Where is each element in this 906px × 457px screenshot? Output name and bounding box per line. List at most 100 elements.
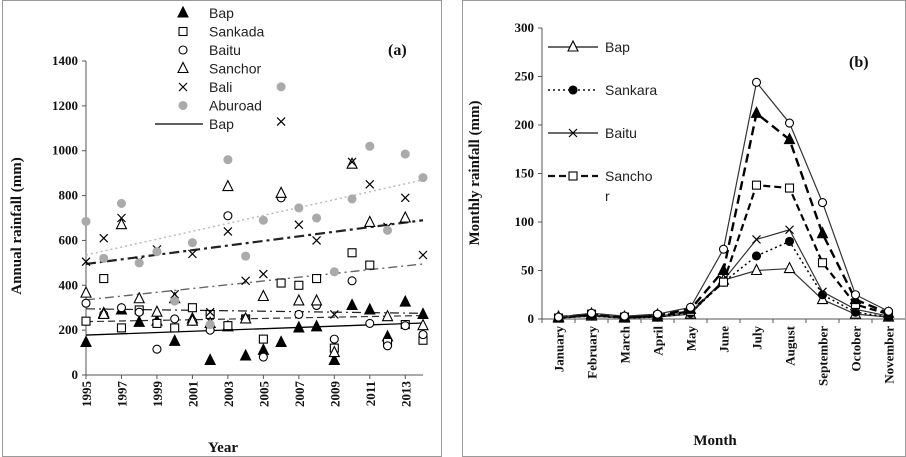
data-point-sanchor <box>275 186 287 198</box>
data-point-baitu <box>81 298 91 308</box>
data-point-unlabeled-4 <box>783 132 796 145</box>
legend-marker <box>568 128 578 138</box>
trendline-sankada <box>85 314 424 323</box>
data-point-baitu <box>329 334 339 344</box>
data-point-baitu <box>418 330 428 340</box>
x-tick-label: 2013 <box>398 381 413 408</box>
y-tick-label: 800 <box>59 188 79 203</box>
legend-label: Sanchor <box>209 61 261 77</box>
data-point-bali <box>418 250 428 260</box>
legend-label: Bap <box>209 116 234 132</box>
data-point-unlabeled-4 <box>750 106 763 118</box>
legend-label: Baitu <box>605 125 637 141</box>
y-tick-label: 100 <box>515 214 535 229</box>
data-point-sanchor <box>399 210 412 223</box>
data-point-bap <box>239 348 252 361</box>
data-point-sancho-r <box>751 180 762 190</box>
data-point-unlabeled-5 <box>619 311 630 321</box>
annual-rainfall-scatter-chart: 0 200 400 600 800 1000 1200 1400 1995 1997 1999 200… <box>9 5 429 456</box>
data-point-sanchor <box>346 156 358 169</box>
data-point-sankada <box>223 321 233 331</box>
y-tick-label: 1000 <box>52 143 78 158</box>
data-point-sanchor <box>381 309 394 322</box>
data-point-baitu <box>258 352 268 362</box>
x-tick-label: April <box>651 326 666 356</box>
data-point-sanchor <box>97 307 110 319</box>
data-point-bali <box>258 269 268 279</box>
data-point-baitu <box>347 276 357 286</box>
data-point-bap <box>310 319 323 332</box>
data-point-bap <box>328 353 341 365</box>
data-point-sanchor <box>80 285 92 298</box>
data-point-aburoad <box>347 194 357 204</box>
data-point-sancho-r <box>718 277 729 287</box>
panel-a-annual-rainfall: 0 200 400 600 800 1000 1200 1400 1995 1997 1999 200… <box>2 0 442 457</box>
data-point-sanchor <box>292 293 305 306</box>
data-point-unlabeled-5 <box>553 312 564 322</box>
data-point-aburoad <box>81 216 91 226</box>
data-point-bap <box>417 307 429 319</box>
data-point-sancho-r <box>817 258 828 268</box>
x-tick-label: 2007 <box>292 381 307 408</box>
data-point-bali <box>241 276 251 286</box>
data-point-sanchor <box>328 345 341 358</box>
y-tick-label: 600 <box>59 232 79 247</box>
y-axis-title: Annual rainfall (mm) <box>9 157 25 295</box>
data-point-baitu <box>818 287 827 297</box>
data-point-aburoad <box>276 82 286 92</box>
x-tick-label: September <box>816 326 831 386</box>
data-point-sanchor <box>186 313 199 326</box>
legend-marker-bap <box>177 5 189 18</box>
data-point-bap <box>168 334 181 346</box>
data-point-unlabeled-5 <box>652 309 663 319</box>
data-point-baitu <box>400 321 410 331</box>
legend-label: Sankara <box>605 82 657 98</box>
data-point-sankada <box>170 323 180 333</box>
legend-label: Bap <box>209 5 234 21</box>
data-point-bali <box>223 227 233 236</box>
x-tick-label: 2001 <box>185 381 200 407</box>
data-point-bali <box>205 307 215 317</box>
data-point-bali <box>117 213 126 223</box>
data-point-sankada <box>347 248 357 258</box>
data-point-sankada <box>152 318 162 328</box>
data-point-unlabeled-5 <box>718 244 729 254</box>
data-point-bali <box>294 220 304 230</box>
data-point-bali <box>99 233 109 243</box>
x-tick-label: June <box>717 326 732 353</box>
data-point-bali <box>365 179 375 189</box>
x-tick-label: 2011 <box>363 381 378 406</box>
data-point-sankada <box>99 274 109 284</box>
data-point-bali <box>81 257 91 267</box>
data-point-sankada <box>116 323 127 333</box>
data-point-aburoad <box>258 215 268 225</box>
x-axis-title: Month <box>693 433 737 449</box>
panel-label: (b) <box>849 54 869 71</box>
legend-label: Aburoad <box>209 98 262 114</box>
legend-marker-sankada <box>178 26 188 37</box>
data-point-unlabeled-5 <box>850 290 861 300</box>
data-point-sankara <box>751 251 762 261</box>
data-point-aburoad <box>400 149 410 159</box>
data-point-bap <box>133 315 146 327</box>
series-line-sankara <box>558 240 889 319</box>
data-point-sankada <box>294 280 304 290</box>
data-point-aburoad <box>170 296 180 306</box>
data-point-bap <box>292 320 305 333</box>
data-point-bap <box>204 353 217 365</box>
trendline-bali <box>85 219 424 266</box>
data-point-bap <box>750 263 763 276</box>
data-point-bali <box>312 236 322 245</box>
trendline-aburoad <box>85 179 424 256</box>
x-tick-label: 2009 <box>327 381 342 408</box>
y-tick-label: 250 <box>515 69 535 84</box>
data-point-sankara <box>784 236 795 246</box>
data-point-unlabeled-5 <box>751 77 762 87</box>
x-tick-label: 2005 <box>256 381 271 408</box>
data-point-unlabeled-5 <box>883 306 894 316</box>
legend-label: Bap <box>605 39 630 55</box>
legend-marker <box>567 39 579 52</box>
data-point-baitu <box>294 309 304 319</box>
data-point-baitu <box>116 303 127 313</box>
data-point-sanchor <box>115 217 128 230</box>
